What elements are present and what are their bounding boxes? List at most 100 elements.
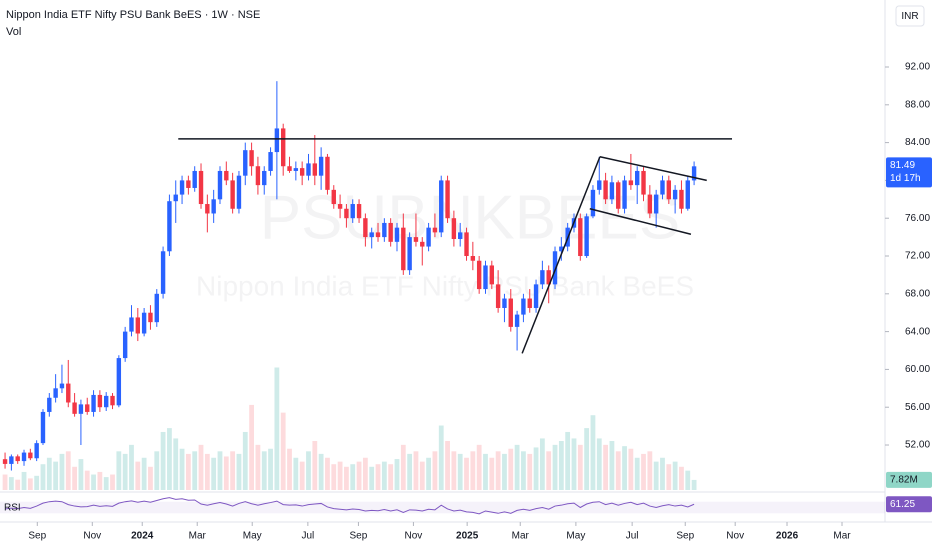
volume-bar: [306, 451, 311, 490]
volume-bar: [419, 461, 425, 490]
volume-bar: [628, 448, 634, 490]
volume-bar: [609, 441, 615, 490]
volume-bar: [615, 451, 621, 490]
volume-bar: [173, 438, 179, 490]
volume-bar: [634, 457, 640, 490]
candle-body: [97, 394, 103, 408]
volume-bar: [426, 457, 431, 490]
volume-bar: [660, 457, 665, 490]
candle-body: [211, 199, 216, 214]
candle-body: [53, 388, 58, 398]
volume-bar: [116, 451, 122, 490]
candle-body: [236, 175, 242, 209]
volume-bar: [230, 451, 236, 490]
rsi-pane: [0, 497, 885, 515]
volume-bar: [438, 425, 444, 490]
candle-body: [546, 270, 551, 285]
volume-bar: [192, 451, 198, 490]
x-tick-label: Nov: [83, 531, 101, 542]
candle-body: [312, 163, 318, 176]
volume-bar: [236, 453, 242, 490]
volume-bar: [596, 438, 602, 490]
volume-legend: Vol: [6, 26, 21, 38]
y-tick-label: 72.00: [905, 251, 930, 262]
volume-bar: [110, 474, 115, 490]
y-tick-label: 76.00: [905, 213, 930, 224]
volume-bar: [489, 457, 495, 490]
volume-bar: [622, 446, 627, 490]
candle-body: [186, 180, 191, 188]
volume-bar: [407, 453, 413, 490]
volume-bar: [242, 431, 248, 490]
volume-bar: [97, 471, 103, 490]
candle-body: [609, 182, 615, 200]
trend-line: [521, 156, 601, 354]
volume-bar: [470, 451, 476, 490]
y-tick-label: 52.00: [905, 440, 930, 451]
candle-body: [641, 170, 646, 195]
volume-bar: [527, 453, 533, 490]
candle-body: [628, 180, 634, 186]
candle-body: [243, 150, 248, 176]
candle-body: [122, 331, 128, 359]
candle-body: [401, 227, 406, 271]
candle-body: [458, 232, 463, 239]
volume-bar: [337, 461, 343, 490]
volume-bar: [91, 474, 96, 490]
candle-body: [527, 298, 532, 308]
candle-body: [622, 180, 627, 209]
x-tick-label: Jul: [626, 531, 639, 542]
volume-bar: [495, 451, 501, 490]
y-tick-label: 64.00: [905, 326, 930, 337]
volume-bar: [451, 451, 457, 490]
candle-body: [603, 180, 608, 200]
volume-bar: [274, 367, 280, 490]
volume-bar: [72, 466, 77, 490]
candle-body: [262, 170, 267, 186]
candle-body: [78, 404, 84, 414]
x-tick-label: 2025: [456, 531, 479, 542]
volume-bar: [685, 470, 691, 490]
candle-body: [382, 222, 387, 238]
candle-body: [148, 312, 153, 323]
volume-bar: [8, 477, 14, 490]
volume-bar: [40, 464, 46, 490]
volume-bar: [287, 448, 292, 490]
candle-body: [426, 227, 431, 247]
currency-box[interactable]: [895, 5, 925, 27]
x-tick-label: Nov: [726, 531, 744, 542]
candle-body: [268, 152, 273, 171]
volume-bar: [160, 431, 166, 490]
volume-bar: [413, 451, 419, 490]
volume-bar: [672, 461, 678, 490]
candle-body: [691, 166, 697, 181]
volume-bar: [394, 459, 400, 490]
volume-bar: [565, 431, 571, 490]
volume-bar: [388, 464, 394, 490]
candle-body: [116, 358, 122, 406]
candle-body: [287, 166, 292, 171]
trend-line: [589, 208, 692, 236]
volume-bar: [211, 457, 217, 490]
countdown: 1d 17h: [890, 173, 921, 184]
rsi-legend: RSI: [4, 503, 21, 514]
volume-bar: [122, 453, 128, 490]
volume-bar: [141, 457, 147, 490]
candle-body: [470, 256, 476, 261]
volume-bar: [198, 444, 204, 490]
volume-bar: [53, 461, 59, 490]
volume-bar: [584, 428, 590, 490]
candle-body: [274, 128, 280, 153]
x-tick-label: Mar: [512, 531, 530, 542]
volume-bar: [521, 451, 526, 490]
candle-body: [344, 208, 349, 219]
candle-body: [217, 170, 223, 200]
rsi-band: [0, 501, 885, 514]
currency[interactable]: INR: [901, 11, 918, 22]
volume-bar: [552, 444, 558, 490]
x-tick-label: Jul: [301, 531, 314, 542]
candle-body: [15, 456, 20, 462]
price-tag: [886, 157, 932, 188]
